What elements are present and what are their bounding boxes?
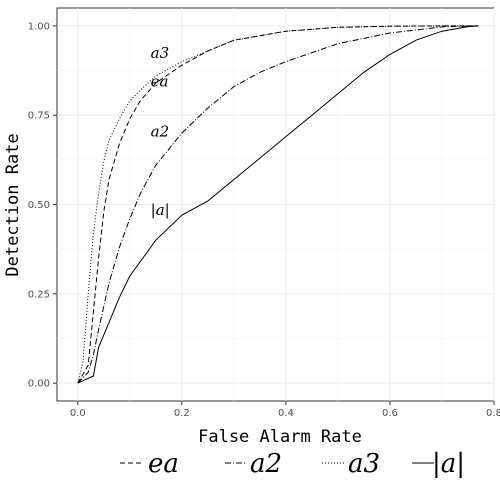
x-tick-label: 0.4 xyxy=(278,408,294,419)
series-line-4 xyxy=(77,25,479,384)
x-tick-label: 0.0 xyxy=(70,408,86,419)
y-tick-label: 0.00 xyxy=(28,379,50,390)
y-axis-ticks: 0.00 0.25 0.50 0.75 1.00 xyxy=(28,21,57,390)
legend-label-3: a3 xyxy=(348,449,380,479)
legend: ea a2 a3 |a| xyxy=(120,449,465,479)
y-tick-label: 0.50 xyxy=(28,200,50,211)
x-axis-ticks: 0.0 0.2 0.4 0.6 0.8 xyxy=(70,401,500,419)
y-tick-label: 0.75 xyxy=(28,111,50,122)
curve-label-3: a3 xyxy=(151,44,170,62)
y-tick-label: 0.25 xyxy=(28,289,50,300)
x-tick-label: 0.8 xyxy=(486,408,500,419)
x-tick-label: 0.6 xyxy=(382,408,398,419)
legend-label-1: ea xyxy=(148,449,179,479)
y-axis-title: Detection Rate xyxy=(3,133,23,276)
legend-label-2: a2 xyxy=(250,449,282,479)
x-axis-title: False Alarm Rate xyxy=(198,427,362,447)
legend-label-4: |a| xyxy=(432,449,465,479)
curve-label-2: a2 xyxy=(151,123,170,141)
curve-annotations: a3 ea a2 |a| xyxy=(151,44,170,219)
x-tick-label: 0.2 xyxy=(174,408,190,419)
series-line-1 xyxy=(77,25,479,384)
series-line-2 xyxy=(77,25,479,384)
y-tick-label: 1.00 xyxy=(28,21,50,32)
grid-lines xyxy=(57,8,495,401)
series-line-3 xyxy=(77,25,479,384)
curve-label-4: |a| xyxy=(151,201,170,219)
curve-label-1: ea xyxy=(151,73,169,91)
series-lines xyxy=(77,25,479,384)
